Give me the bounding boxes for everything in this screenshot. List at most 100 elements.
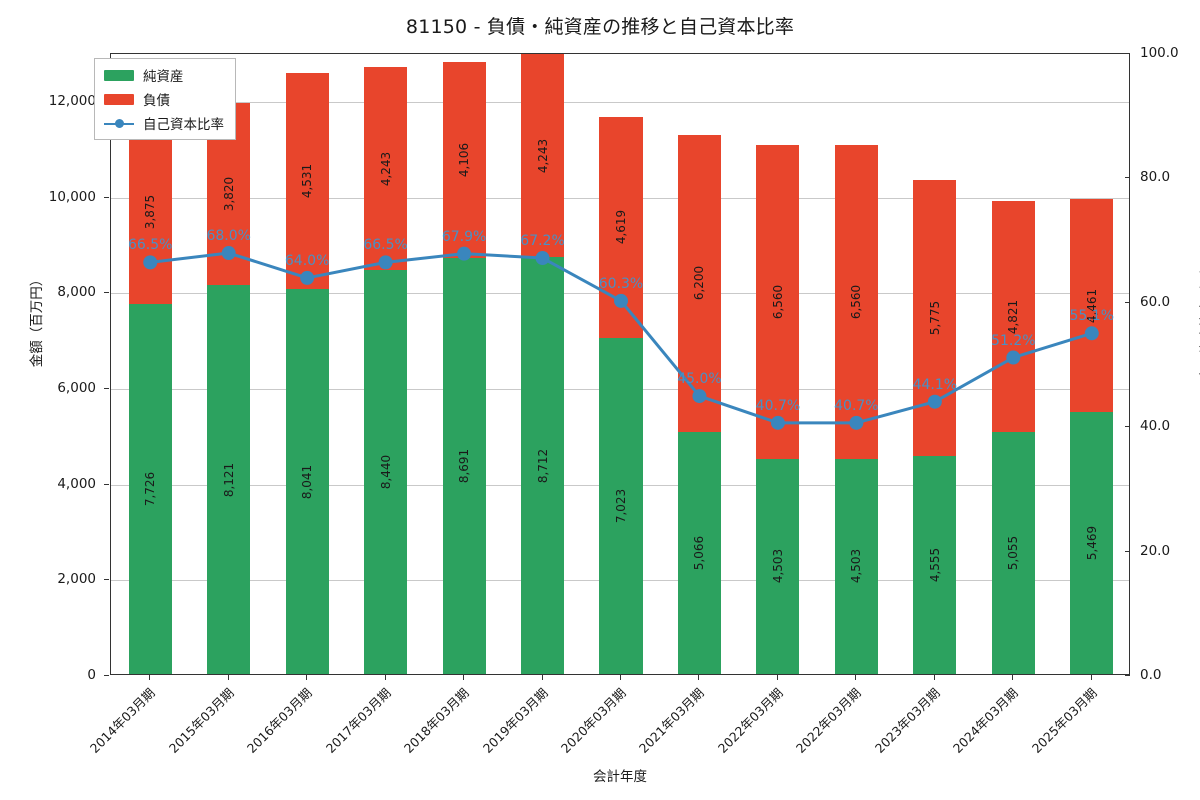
x-axis-tick-label: 2019年03月期 (479, 685, 551, 756)
bar-segment-equity[interactable]: 8,712 (520, 257, 565, 674)
x-axis-tickmark (306, 675, 308, 680)
ratio-marker[interactable] (221, 246, 236, 261)
bar-segment-equity[interactable]: 5,066 (677, 431, 722, 674)
stacked-bar[interactable]: 5,055 4,821 (991, 201, 1035, 674)
y-axis-right-tick: 60.0 (1140, 293, 1171, 310)
stacked-bar[interactable]: 5,469 4,461 (1070, 198, 1114, 674)
ratio-marker[interactable] (535, 251, 550, 266)
bar-segment-liability[interactable]: 6,560 (756, 144, 800, 459)
legend-line-icon (104, 118, 134, 129)
ratio-value-label: 66.5% (363, 237, 408, 254)
bar-segment-equity[interactable]: 8,121 (207, 285, 251, 674)
y-axis-left-tickmark (104, 483, 109, 485)
x-axis-tick-label: 2023年03月期 (871, 685, 943, 756)
x-axis-tickmark (541, 675, 543, 680)
x-axis-tick-label: 2016年03月期 (244, 685, 315, 756)
x-axis-tickmark (1012, 675, 1014, 680)
x-axis-tickmark (933, 675, 935, 680)
y-axis-left-tick: 10,000 (48, 188, 96, 205)
ratio-marker[interactable] (692, 389, 707, 404)
y-axis-right-tick: 100.0 (1140, 45, 1179, 61)
bar-segment-liability[interactable]: 4,243 (520, 54, 565, 258)
bar-segment-liability[interactable]: 6,200 (677, 134, 722, 432)
y-axis-right-tickmark (1125, 675, 1130, 676)
legend-item[interactable]: 負債 (104, 90, 224, 109)
y-axis-right-tick: 80.0 (1140, 169, 1171, 186)
ratio-marker[interactable] (770, 415, 785, 430)
legend-label: 自己資本比率 (143, 117, 224, 133)
ratio-marker[interactable] (1084, 326, 1099, 341)
x-axis-tick-label: 2022年03月期 (793, 685, 865, 756)
ratio-marker[interactable] (927, 394, 942, 409)
x-axis-tickmark (463, 675, 465, 680)
y-axis-right-labels: 0.0 20.0 40.0 60.0 80.0 100.0 (1130, 45, 1200, 683)
y-axis-left-tick: 0 (87, 667, 96, 683)
ratio-marker[interactable] (1006, 350, 1021, 365)
y-axis-left-tickmark (104, 292, 109, 294)
x-axis-tick-label: 2017年03月期 (322, 685, 394, 756)
y-axis-left-tick: 6,000 (57, 379, 96, 396)
stacked-bar[interactable]: 4,503 6,560 (756, 144, 800, 674)
bar-segment-liability[interactable]: 4,243 (364, 67, 408, 271)
ratio-value-label: 66.5% (127, 237, 173, 254)
bar-segment-liability[interactable]: 3,875 (128, 118, 172, 305)
stacked-bar[interactable]: 8,041 4,531 (285, 72, 329, 674)
stacked-bar[interactable]: 4,555 5,775 (913, 179, 957, 674)
stacked-bar[interactable]: 8,440 4,243 (364, 67, 408, 674)
bar-segment-equity[interactable]: 4,503 (756, 458, 800, 674)
ratio-value-label: 40.7% (834, 397, 879, 414)
ratio-value-label: 60.3% (598, 275, 644, 292)
plot-area: 7,726 3,875 8,121 3,820 8,041 4,531 8,440 4,243… (110, 53, 1130, 675)
ratio-line-series (143, 246, 1099, 430)
x-axis-tickmark (698, 675, 700, 680)
x-axis-tick-label: 2025年03月期 (1028, 685, 1100, 756)
bar-segment-equity[interactable]: 4,503 (834, 458, 878, 674)
legend-item[interactable]: 純資産 (104, 66, 224, 85)
ratio-value-label: 51.2% (991, 332, 1036, 349)
x-axis-tick-labels: 2014年03月期 2015年03月期 2016年03月期 2017年03月期 2018… (0, 675, 1200, 795)
y-axis-right-tickmark (1125, 177, 1130, 179)
bar-segment-liability[interactable]: 4,461 (1070, 198, 1114, 413)
page-title: 81150 - 負債・純資産の推移と自己資本比率 (405, 16, 795, 38)
chart-legend[interactable]: 純資産負債自己資本比率 (94, 58, 236, 140)
ratio-value-label: 67.9% (441, 228, 487, 245)
stacked-bar[interactable]: 4,503 6,560 (834, 144, 878, 674)
legend-swatch-icon (104, 69, 134, 81)
ratio-marker[interactable] (614, 293, 628, 308)
bar-segment-liability[interactable]: 4,531 (285, 72, 329, 290)
y-axis-left-tick: 2,000 (57, 571, 96, 588)
y-axis-right-title: 自己資本比率（%） (1195, 20, 1200, 620)
legend-item[interactable]: 自己資本比率 (104, 114, 224, 133)
bar-segment-liability[interactable]: 4,821 (991, 201, 1035, 433)
y-axis-left-tick: 12,000 (48, 92, 96, 109)
ratio-marker[interactable] (300, 270, 315, 285)
stacked-bar[interactable]: 8,691 4,106 (442, 61, 486, 674)
ratio-marker[interactable] (849, 415, 864, 430)
stacked-bar[interactable]: 8,712 4,243 (520, 54, 565, 674)
bar-segment-equity[interactable]: 8,691 (442, 258, 486, 674)
x-axis-tick-label: 2021年03月期 (636, 685, 708, 756)
bar-segment-equity[interactable]: 7,023 (599, 337, 643, 674)
bar-segment-equity[interactable]: 4,555 (913, 456, 957, 674)
ratio-marker[interactable] (378, 255, 393, 270)
bar-segment-equity[interactable]: 5,055 (991, 432, 1035, 674)
bar-segment-liability[interactable]: 4,106 (442, 61, 486, 259)
bar-segment-equity[interactable]: 8,440 (364, 270, 408, 674)
bar-segment-equity[interactable]: 5,469 (1070, 412, 1114, 674)
ratio-value-label: 64.0% (284, 252, 330, 269)
x-axis-tick-label: 2018年03月期 (400, 685, 472, 756)
bar-segment-equity[interactable]: 7,726 (128, 304, 172, 674)
y-axis-right-tickmark (1125, 550, 1130, 552)
ratio-value-label: 67.2% (520, 233, 565, 250)
bar-segment-liability[interactable]: 5,775 (913, 179, 957, 457)
x-axis-tickmark (1090, 675, 1092, 680)
stacked-bar[interactable]: 7,726 3,875 (128, 118, 172, 674)
y-axis-right-tickmark (1125, 426, 1130, 428)
ratio-marker[interactable] (457, 246, 472, 261)
bar-segment-equity[interactable]: 8,041 (285, 289, 329, 674)
ratio-marker[interactable] (143, 255, 158, 270)
stacked-bar[interactable]: 5,066 6,200 (677, 134, 722, 674)
x-axis-tickmark (776, 675, 778, 680)
bar-segment-liability[interactable]: 6,560 (834, 144, 878, 459)
